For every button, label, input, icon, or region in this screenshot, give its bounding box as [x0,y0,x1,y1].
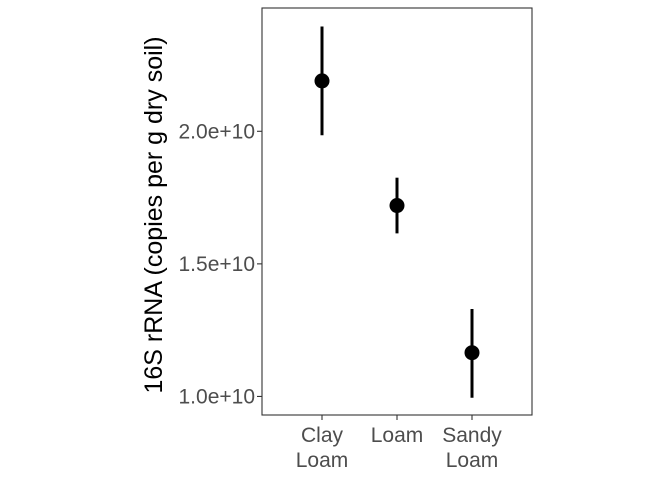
y-axis-title: 16S rRNA (copies per g dry soil) [140,36,168,393]
x-tick-label: Sandy Loam [442,424,502,472]
data-point [464,345,480,361]
x-tick-label-line: Loam [296,449,349,472]
x-tick-label: Loam [371,424,424,447]
x-tick-label-line: Loam [446,449,499,472]
data-point [389,198,405,214]
y-tick-label: 1.0e+10 [179,385,256,408]
x-tick-label-line: Sandy [442,424,502,447]
x-tick-label: Clay Loam [296,424,349,472]
data-marks [314,26,480,398]
data-point [314,73,330,89]
y-tick-label: 2.0e+10 [179,120,256,143]
x-tick-label-line: Loam [371,424,424,447]
x-tick-label-line: Clay [301,424,344,447]
y-axis: 1.0e+10 1.5e+10 2.0e+10 [179,120,262,408]
y-tick-label: 1.5e+10 [179,253,256,276]
